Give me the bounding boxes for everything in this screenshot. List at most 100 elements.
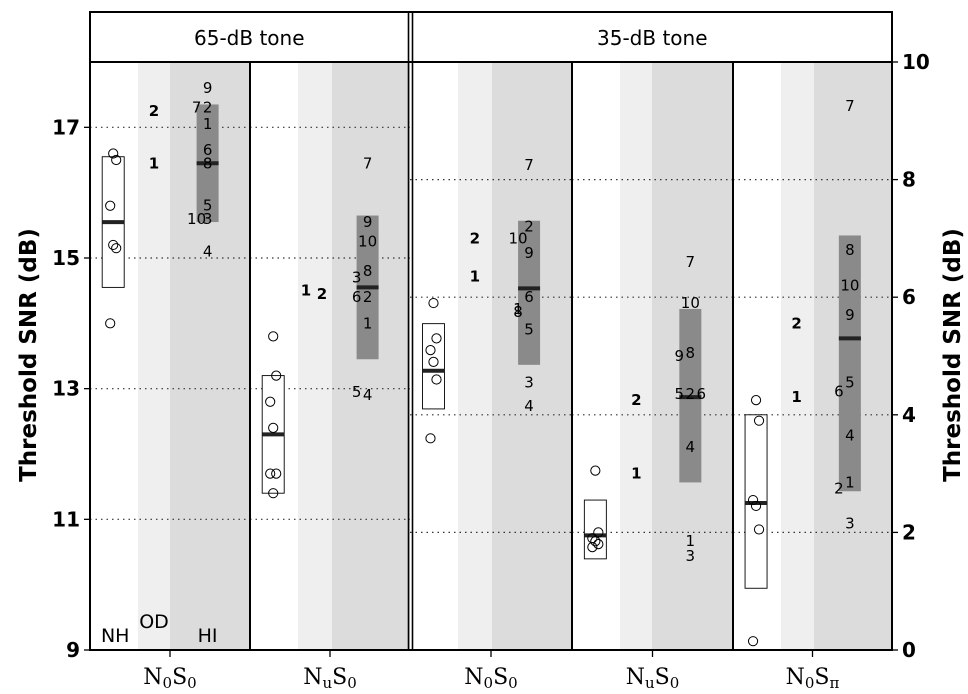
nh-point [747, 494, 759, 506]
hi-box [838, 235, 861, 492]
hi-point-label: 6 [203, 141, 213, 159]
nh-point [105, 318, 116, 329]
hi-point-label: 10 [509, 229, 528, 247]
nh-point [425, 433, 436, 444]
nh-point [431, 374, 442, 385]
od-background [458, 62, 492, 650]
hi-point-label: 4 [203, 242, 213, 260]
group-label-nh: NH [101, 625, 130, 647]
od-point-label: 1 [149, 154, 159, 172]
od-background [620, 62, 652, 650]
y-tick-label-right: 6 [902, 285, 916, 309]
hi-point-label: 10 [840, 276, 859, 294]
od-background [781, 62, 814, 650]
od-point-label: 2 [317, 285, 327, 303]
hi-point-label: 10 [187, 210, 206, 228]
hi-point-label: 5 [675, 385, 685, 403]
hi-point-label: 3 [203, 210, 213, 228]
nh-point [587, 542, 598, 553]
hi-point-label: 7 [192, 99, 202, 117]
hi-point-label: 8 [363, 262, 373, 280]
hi-point-label: 8 [513, 303, 523, 321]
strip-label: 65-dB tone [194, 26, 305, 50]
y-tick-label-right: 4 [902, 403, 916, 427]
condition-label: N0S0 [464, 665, 517, 692]
od-background [138, 62, 170, 650]
strip-label: 35-dB tone [597, 26, 708, 50]
nh-point [753, 524, 765, 535]
od-point-label: 2 [470, 229, 480, 247]
nh-point [271, 468, 282, 479]
hi-point-label: 6 [524, 288, 534, 306]
hi-point-label: 7 [524, 156, 534, 174]
hi-point-label: 8 [845, 241, 855, 259]
hi-point-label: 5 [845, 373, 855, 391]
hi-point-label: 10 [358, 233, 377, 251]
hi-point-label: 3 [845, 515, 855, 533]
nh-point [425, 345, 436, 356]
hi-point-label: 3 [352, 269, 362, 287]
y-tick-label-right: 0 [902, 638, 916, 662]
group-label-od: OD [139, 611, 169, 633]
hi-point-label: 5 [524, 321, 534, 339]
hi-point-label: 1 [845, 473, 855, 491]
hi-point-label: 1 [513, 300, 523, 318]
hi-point-label: 7 [363, 154, 373, 172]
nh-point [108, 148, 119, 159]
condition-label: N0Sπ [786, 665, 840, 692]
od-point-label: 1 [631, 465, 641, 483]
hi-point-label: 8 [686, 344, 696, 362]
hi-point-label: 9 [845, 306, 855, 324]
condition-label: NuS0 [626, 665, 680, 692]
od-point-label: 1 [791, 388, 801, 406]
y-tick-label-left: 13 [52, 377, 80, 401]
y-axis-label-left: Threshold SNR (dB) [16, 228, 42, 482]
nh-point [753, 415, 765, 426]
hi-point-label: 2 [834, 479, 844, 497]
strip-frame [89, 11, 893, 63]
nh-point [111, 243, 122, 254]
hi-point-label: 6 [834, 382, 844, 400]
nh-point [268, 331, 279, 342]
y-tick-label-right: 10 [902, 50, 930, 74]
nh-point [268, 488, 279, 499]
hi-point-label: 7 [845, 97, 855, 115]
nh-point [268, 422, 279, 433]
nh-point [750, 395, 762, 406]
group-label-hi: HI [198, 625, 218, 647]
hi-point-label: 2 [524, 218, 534, 236]
nh-point [590, 536, 601, 547]
nh-point [590, 465, 601, 476]
y-tick-label-right: 8 [902, 168, 916, 192]
hi-point-label: 5 [203, 197, 213, 215]
condition-label: NuS0 [303, 665, 357, 692]
hi-point-label: 3 [686, 547, 696, 565]
grid-lines [90, 61, 892, 534]
od-point-label: 2 [149, 102, 159, 120]
panel-backgrounds [138, 62, 892, 650]
nh-point [593, 539, 604, 550]
hi-point-label: 2 [686, 385, 696, 403]
od-point-label: 2 [791, 315, 801, 333]
y-tick-label-left: 15 [52, 246, 80, 270]
y-tick-label-left: 11 [52, 507, 80, 531]
hi-point-label: 9 [363, 213, 373, 231]
hi-point-label: 4 [686, 438, 696, 456]
hi-point-label: 5 [352, 383, 362, 401]
nh-point [111, 154, 122, 166]
hi-point-label: 2 [363, 288, 373, 306]
hi-point-label: 1 [363, 314, 373, 332]
hi-point-label: 9 [675, 347, 685, 365]
hi-point-label: 1 [203, 115, 213, 133]
hi-box [518, 220, 541, 365]
y-tick-label-left: 17 [52, 115, 80, 139]
nh-point [428, 297, 439, 309]
nh-point [105, 200, 116, 211]
panel-frames: 65-dB tone 35-dB tone [89, 11, 893, 651]
nh-point [108, 239, 119, 251]
nh-box [583, 499, 607, 560]
nh-point [265, 468, 276, 479]
hi-point-label: 9 [203, 79, 213, 97]
